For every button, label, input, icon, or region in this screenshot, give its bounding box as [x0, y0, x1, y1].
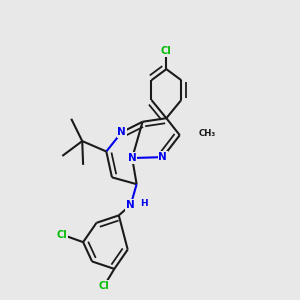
- Text: H: H: [140, 199, 148, 208]
- Text: Cl: Cl: [161, 46, 172, 56]
- Text: Cl: Cl: [57, 230, 68, 240]
- Text: N: N: [126, 200, 135, 210]
- Text: N: N: [128, 153, 136, 163]
- Text: CH₃: CH₃: [199, 129, 216, 138]
- Text: N: N: [117, 127, 126, 137]
- Text: N: N: [158, 152, 167, 162]
- Text: Cl: Cl: [99, 281, 109, 291]
